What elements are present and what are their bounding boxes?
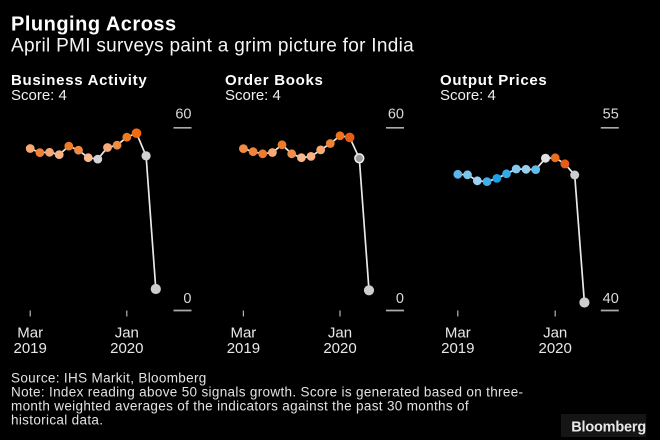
svg-text:Mar: Mar [17,325,43,342]
svg-text:60: 60 [388,107,404,123]
svg-text:Score: 4: Score: 4 [11,87,67,104]
svg-text:Source: IHS Markit, Bloomberg: Source: IHS Markit, Bloomberg [11,370,207,385]
svg-text:Score: 4: Score: 4 [440,87,496,104]
svg-text:Mar: Mar [445,325,471,342]
svg-text:2019: 2019 [14,340,47,357]
svg-text:0: 0 [396,291,404,307]
svg-text:Jan: Jan [328,325,352,342]
svg-text:Bloomberg: Bloomberg [571,420,646,436]
svg-text:Jan: Jan [543,325,567,342]
svg-text:Plunging Across: Plunging Across [11,14,177,36]
svg-text:2020: 2020 [539,340,572,357]
svg-text:historical data.: historical data. [11,412,103,427]
svg-text:April PMI surveys paint a grim: April PMI surveys paint a grim picture f… [11,36,414,57]
svg-text:Business Activity: Business Activity [11,72,147,89]
svg-text:2020: 2020 [110,340,143,357]
svg-text:Mar: Mar [230,325,256,342]
svg-text:60: 60 [175,107,191,123]
svg-text:2019: 2019 [227,340,260,357]
svg-text:Jan: Jan [115,325,139,342]
svg-text:Output Prices: Output Prices [440,72,547,89]
svg-text:Order Books: Order Books [225,72,324,89]
svg-text:Score: 4: Score: 4 [225,87,281,104]
svg-text:2019: 2019 [441,340,474,357]
svg-text:0: 0 [183,291,191,307]
svg-text:55: 55 [603,107,619,123]
svg-text:Note: Index reading above 50 s: Note: Index reading above 50 signals gro… [11,384,523,399]
svg-text:month weighted averages of the: month weighted averages of the indicator… [11,398,469,413]
svg-text:2020: 2020 [323,340,356,357]
svg-text:40: 40 [603,291,619,307]
